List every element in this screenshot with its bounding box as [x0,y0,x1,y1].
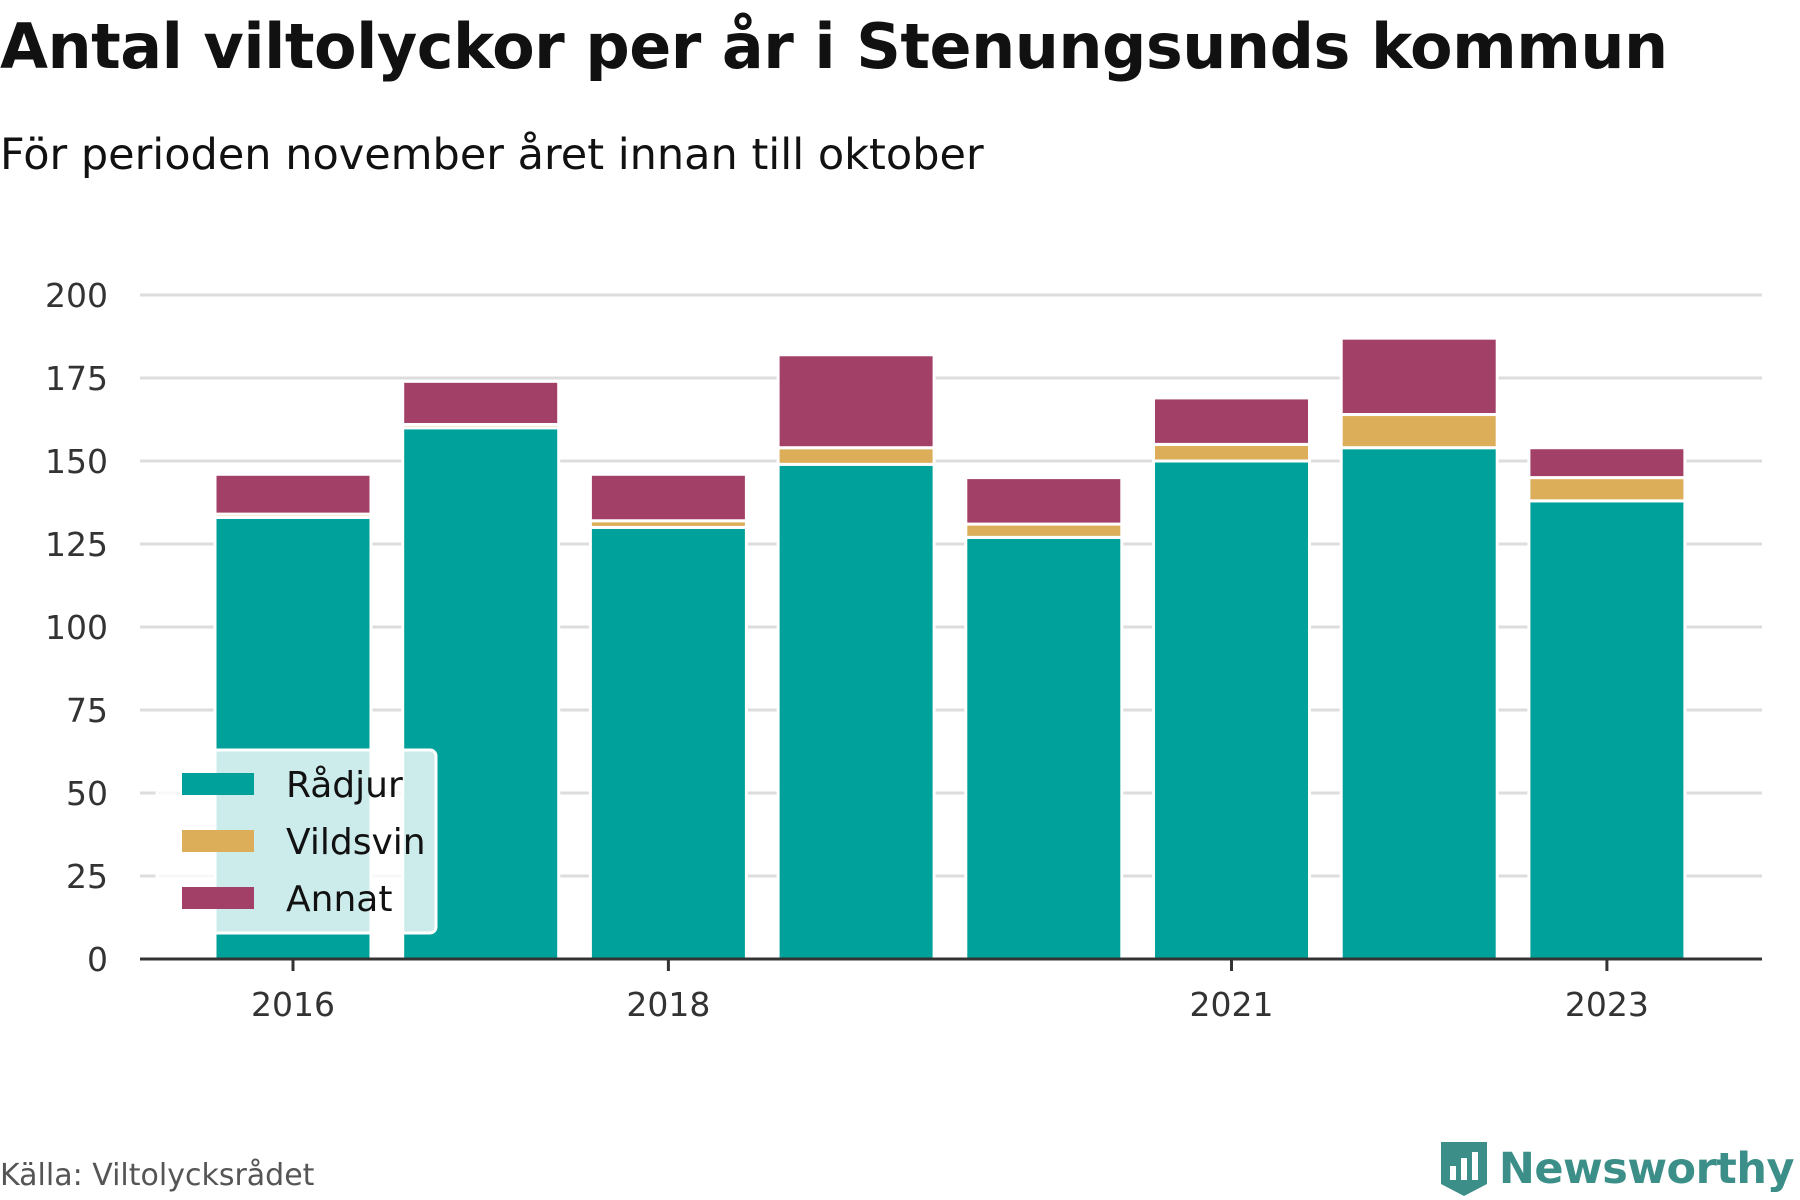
legend: Rådjur Vildsvin Annat [155,748,438,935]
bar-vildsvin-2019 [776,446,936,466]
y-tick-label: 100 [45,608,108,647]
x-axis: 2016 2018 2021 2023 [140,957,1762,1024]
x-tick-label: 2016 [251,985,335,1024]
x-tick-label: 2021 [1190,985,1274,1024]
y-tick-label: 125 [45,525,108,564]
y-tick-label: 0 [87,940,108,979]
brand-name: Newsworthy [1498,1144,1795,1194]
bar-annat-2021 [1152,396,1311,446]
y-tick-label: 200 [45,276,108,315]
bar-rådjur-2022 [1339,446,1499,961]
x-tick-label: 2023 [1565,985,1649,1024]
bar-rådjur-2019 [776,462,936,961]
legend-swatch-vildsvin [182,830,254,852]
y-axis-ticks: 0 25 50 75 100 125 150 175 200 [45,276,108,979]
bar-vildsvin-2023 [1527,476,1687,503]
bar-annat-2022 [1339,336,1499,417]
y-tick-label: 25 [66,857,108,896]
bar-rådjur-2021 [1152,459,1311,961]
source-note: Källa: Viltolycksrådet [0,1158,315,1193]
bar-vildsvin-2020 [964,522,1124,539]
legend-swatch-annat [182,887,254,909]
bar-annat-2023 [1527,446,1687,480]
y-tick-label: 50 [66,774,108,813]
y-tick-label: 150 [45,442,108,481]
legend-label: Annat [286,879,392,920]
bar-annat-2020 [964,476,1124,526]
chart-title: Antal viltolyckor per år i Stenungsunds … [0,10,1668,83]
legend-swatch-rådjur [182,773,254,795]
bar-annat-2017 [401,379,561,426]
bar-vildsvin-2021 [1152,442,1311,463]
newsworthy-logo-icon [1440,1142,1487,1196]
bar-rådjur-2018 [588,525,748,961]
bar-annat-2016 [213,472,373,516]
chart-subtitle: För perioden november året innan till ok… [0,130,984,180]
bar-vildsvin-2022 [1339,413,1499,450]
legend-label: Vildsvin [286,822,426,863]
bar-group [213,336,1687,961]
bar-rådjur-2023 [1527,499,1687,961]
bar-annat-2018 [588,472,748,523]
x-tick-label: 2018 [626,985,710,1024]
legend-label: Rådjur [286,765,403,806]
brand-logo: Newsworthy [1439,1140,1795,1198]
y-tick-label: 175 [45,359,108,398]
bar-rådjur-2020 [964,535,1124,961]
y-tick-label: 75 [66,691,108,730]
bar-annat-2019 [776,353,936,450]
